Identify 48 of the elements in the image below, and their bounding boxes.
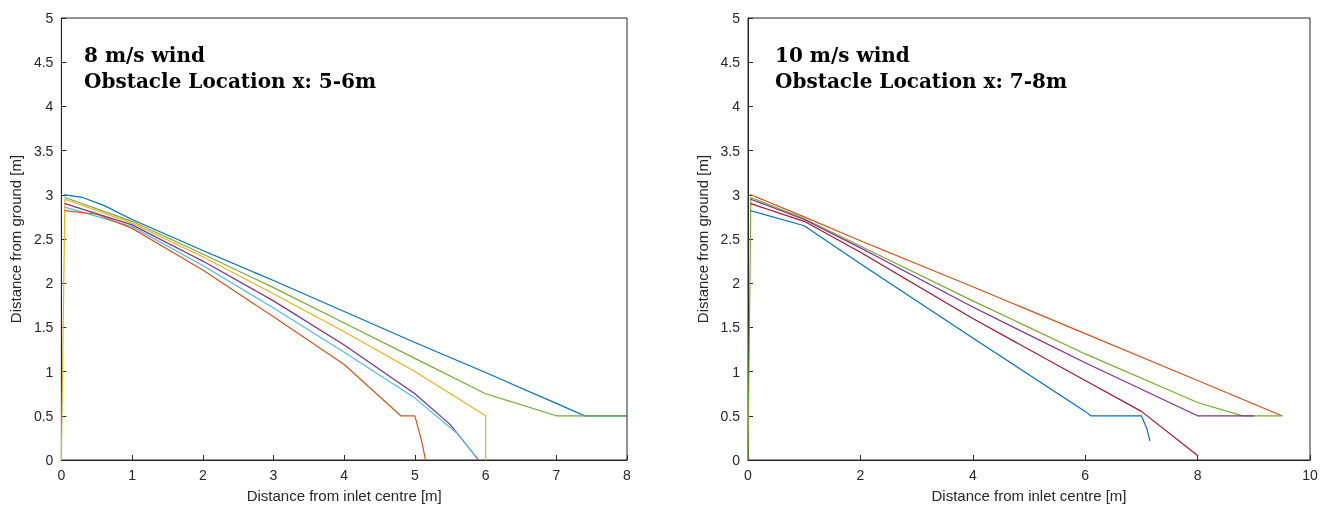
- line-series: [750, 203, 1199, 457]
- y-tick-label: 1.5: [33, 319, 54, 336]
- x-tick-label: 0: [744, 467, 753, 483]
- x-axis-title: Distance from inlet centre [m]: [931, 487, 1127, 504]
- x-tick-label: 8: [623, 467, 632, 483]
- x-tick-label: 6: [481, 467, 490, 483]
- y-tick-label: 0.5: [720, 407, 741, 424]
- y-tick-label: 1: [732, 363, 741, 380]
- x-tick-label: 7: [552, 467, 561, 483]
- x-axis-title: Distance from inlet centre [m]: [246, 487, 442, 504]
- y-tick-label: 4: [732, 98, 741, 115]
- text: Obstacle Location x: 5-6m: [84, 69, 377, 93]
- y-tick-label: 2: [45, 275, 54, 292]
- y-tick-label: 3.5: [33, 142, 54, 159]
- x-tick-label: 2: [856, 467, 865, 483]
- y-tick-label: 5: [732, 10, 741, 26]
- y-tick-label: 4: [45, 98, 54, 115]
- y-tick-label: 3: [732, 186, 741, 203]
- y-tick-label: 4.5: [33, 54, 54, 71]
- text: 10 m/s wind: [775, 43, 910, 67]
- x-tick-label: 2: [198, 467, 207, 483]
- y-tick-label: 3: [45, 186, 54, 203]
- x-tick-label: 1: [128, 467, 137, 483]
- text: 8 m/s wind: [84, 43, 205, 67]
- y-tick-label: 1: [45, 363, 54, 380]
- y-tick-label: 2.5: [33, 231, 54, 247]
- x-tick-label: 3: [269, 467, 278, 483]
- x-tick-label: 6: [1081, 467, 1090, 483]
- y-tick-label: 5: [45, 10, 54, 26]
- x-tick-label: 4: [340, 467, 349, 483]
- line-series: [747, 196, 1283, 461]
- y-tick-label: 0: [732, 452, 741, 468]
- line-series: [750, 210, 1151, 442]
- y-axis-title: Distance from ground [m]: [7, 154, 24, 324]
- y-tick-label: 2: [732, 275, 741, 292]
- x-tick-label: 8: [1193, 467, 1202, 483]
- y-tick-label: 1.5: [720, 319, 741, 336]
- y-tick-label: 0.5: [33, 407, 54, 424]
- x-tick-label: 4: [968, 467, 977, 483]
- y-tick-label: 3.5: [720, 142, 741, 159]
- y-tick-label: 2.5: [720, 231, 741, 247]
- text: Obstacle Location x: 7-8m: [775, 69, 1068, 93]
- y-tick-label: 4.5: [720, 54, 741, 71]
- y-tick-label: 0: [45, 452, 54, 468]
- y-axis-title: Distance from ground [m]: [693, 154, 711, 324]
- x-tick-label: 10: [1302, 467, 1318, 483]
- x-tick-label: 0: [57, 467, 66, 483]
- x-tick-label: 5: [410, 467, 419, 483]
